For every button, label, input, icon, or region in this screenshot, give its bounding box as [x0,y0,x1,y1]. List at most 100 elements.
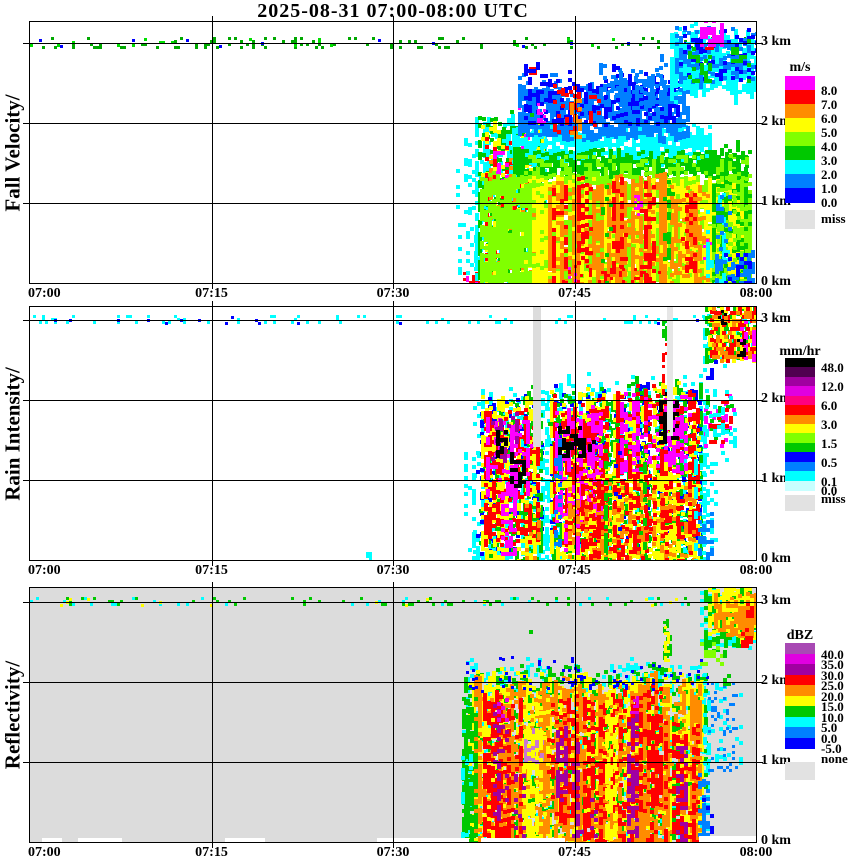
axis-tick [212,301,213,306]
axis-tick [23,682,29,683]
time-tick-label: 07:45 [558,845,591,860]
time-tick-label: 07:15 [195,286,228,301]
km-tick-label: 3 km [761,34,791,49]
axis-tick [575,16,576,21]
gridline-vertical [575,307,576,560]
fall-velocity-axis-label: Fall Velocity/ [0,93,25,212]
rain-intensity-axis-label: Rain Intensity/ [0,366,25,501]
colorbar-missing-label: miss [821,491,846,507]
time-tick-label: 07:45 [558,286,591,301]
colorbar-tick-label: 48.0 [821,360,844,376]
colorbar-tick-label: 5.0 [821,720,838,735]
colorbar-segment [785,90,815,105]
axis-tick [575,561,576,566]
axis-tick [212,561,213,566]
km-tick-label: 1 km [761,753,791,768]
axis-tick [212,284,213,289]
km-tick-label: 1 km [761,471,791,486]
km-tick-label: 0 km [761,274,791,289]
colorbar-segment [785,727,815,738]
axis-tick [23,203,29,204]
colorbar-tick-label: 3.0 [821,417,838,432]
time-tick-label: 08:00 [739,286,773,301]
colorbar-units-label: dBZ [786,628,814,643]
time-tick-label: 07:30 [376,563,410,578]
colorbar-segment [785,367,815,378]
colorbar-tick-label: 0.0 [821,483,838,499]
axis-tick [757,123,763,124]
colorbar-tick-label: 20.0 [821,688,844,704]
time-tick-label: 07:15 [195,845,228,860]
colorbar-tick-label: 3.0 [821,153,838,168]
axis-tick [757,682,763,683]
colorbar-tick-label: 10.0 [821,709,844,725]
colorbar-tick-label: 25.0 [821,678,844,693]
colorbar-missing-label: none [821,751,848,766]
time-tick-label: 07:15 [195,563,228,578]
colorbar-tick-label: 6.0 [821,111,838,126]
colorbar-segment [785,643,815,654]
colorbar-segment [785,737,815,749]
axis-tick [23,43,29,44]
gridline-vertical [393,22,394,283]
colorbar-missing-label: miss [821,211,846,226]
colorbar-segment [785,695,815,707]
gridline-vertical [212,588,213,842]
axis-tick [757,203,763,204]
colorbar-segment [785,376,815,387]
reflectivity-panel [29,587,757,843]
colorbar-tick-label: 0.1 [821,473,838,489]
colorbar-tick-label: 2.0 [821,167,838,182]
colorbar-tick-label: 1.0 [821,181,838,196]
time-tick-label: 07:00 [28,563,61,578]
colorbar-segment [785,188,815,203]
colorbar-segment [785,76,815,91]
axis-tick [575,284,576,289]
time-tick-label: 07:45 [558,563,591,578]
axis-tick [575,582,576,587]
colorbar-missing-swatch [785,495,815,512]
colorbar-units-label: mm/hr [779,344,821,359]
colorbar-segment [785,480,815,491]
axis-tick [23,602,29,603]
colorbar-tick-label: 4.0 [821,139,838,154]
colorbar-tick-label: 1.5 [821,435,838,451]
colorbar-segment [785,386,815,397]
colorbar-segment [785,414,815,425]
gridline-vertical [575,588,576,842]
colorbar-segment [785,433,815,444]
colorbar-segment [785,395,815,406]
axis-tick [23,480,29,481]
time-tick-label: 07:30 [376,286,410,301]
axis-tick [212,582,213,587]
gridline-vertical [212,307,213,560]
colorbar-missing-swatch [785,762,815,780]
rain-intensity-panel [29,306,757,561]
colorbar-tick-label: 35.0 [821,657,844,672]
colorbar-segment [785,461,815,472]
gridline-vertical [393,307,394,560]
colorbar-segment [785,653,815,665]
colorbar-segment [785,706,815,717]
km-tick-label: 3 km [761,593,791,608]
colorbar-segment [785,132,815,147]
axis-tick [757,400,763,401]
time-tick-label: 07:00 [28,286,61,301]
axis-tick [23,400,29,401]
time-tick-label: 07:30 [376,845,410,860]
colorbar-segment [785,674,815,686]
colorbar-segment [785,174,815,189]
colorbar-tick-label: 5.0 [821,125,838,140]
colorbar-missing-swatch [785,210,815,229]
axis-tick [393,582,394,587]
axis-tick [757,762,763,763]
colorbar-units-label: m/s [789,60,811,75]
gridline-vertical [212,22,213,283]
axis-tick [757,602,763,603]
colorbar-segment [785,104,815,119]
axis-tick [212,843,213,848]
km-tick-label: 0 km [761,833,791,848]
axis-tick [393,284,394,289]
time-tick-label: 08:00 [739,563,773,578]
